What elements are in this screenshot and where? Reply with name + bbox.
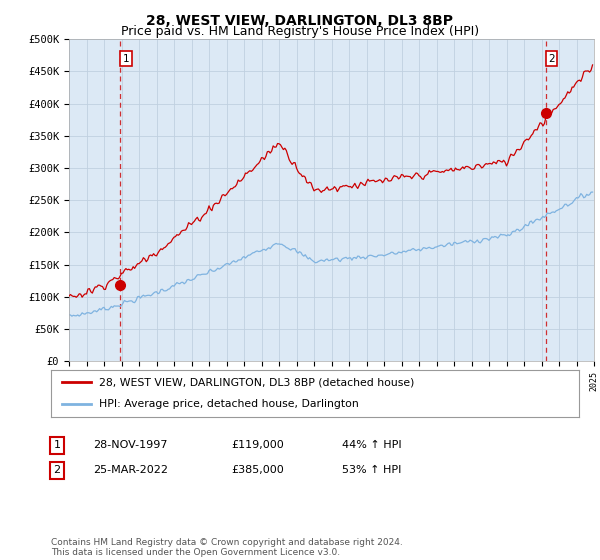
- Text: 28, WEST VIEW, DARLINGTON, DL3 8BP: 28, WEST VIEW, DARLINGTON, DL3 8BP: [146, 14, 454, 28]
- Text: 44% ↑ HPI: 44% ↑ HPI: [342, 440, 401, 450]
- Text: 1: 1: [53, 440, 61, 450]
- Text: HPI: Average price, detached house, Darlington: HPI: Average price, detached house, Darl…: [98, 399, 358, 409]
- Text: 28, WEST VIEW, DARLINGTON, DL3 8BP (detached house): 28, WEST VIEW, DARLINGTON, DL3 8BP (deta…: [98, 377, 414, 388]
- Text: 25-MAR-2022: 25-MAR-2022: [93, 465, 168, 475]
- Text: 1: 1: [122, 54, 129, 64]
- Text: Contains HM Land Registry data © Crown copyright and database right 2024.
This d: Contains HM Land Registry data © Crown c…: [51, 538, 403, 557]
- Text: 2: 2: [548, 54, 555, 64]
- Text: 28-NOV-1997: 28-NOV-1997: [93, 440, 167, 450]
- Text: 53% ↑ HPI: 53% ↑ HPI: [342, 465, 401, 475]
- Text: Price paid vs. HM Land Registry's House Price Index (HPI): Price paid vs. HM Land Registry's House …: [121, 25, 479, 38]
- Text: 2: 2: [53, 465, 61, 475]
- Text: £119,000: £119,000: [231, 440, 284, 450]
- Text: £385,000: £385,000: [231, 465, 284, 475]
